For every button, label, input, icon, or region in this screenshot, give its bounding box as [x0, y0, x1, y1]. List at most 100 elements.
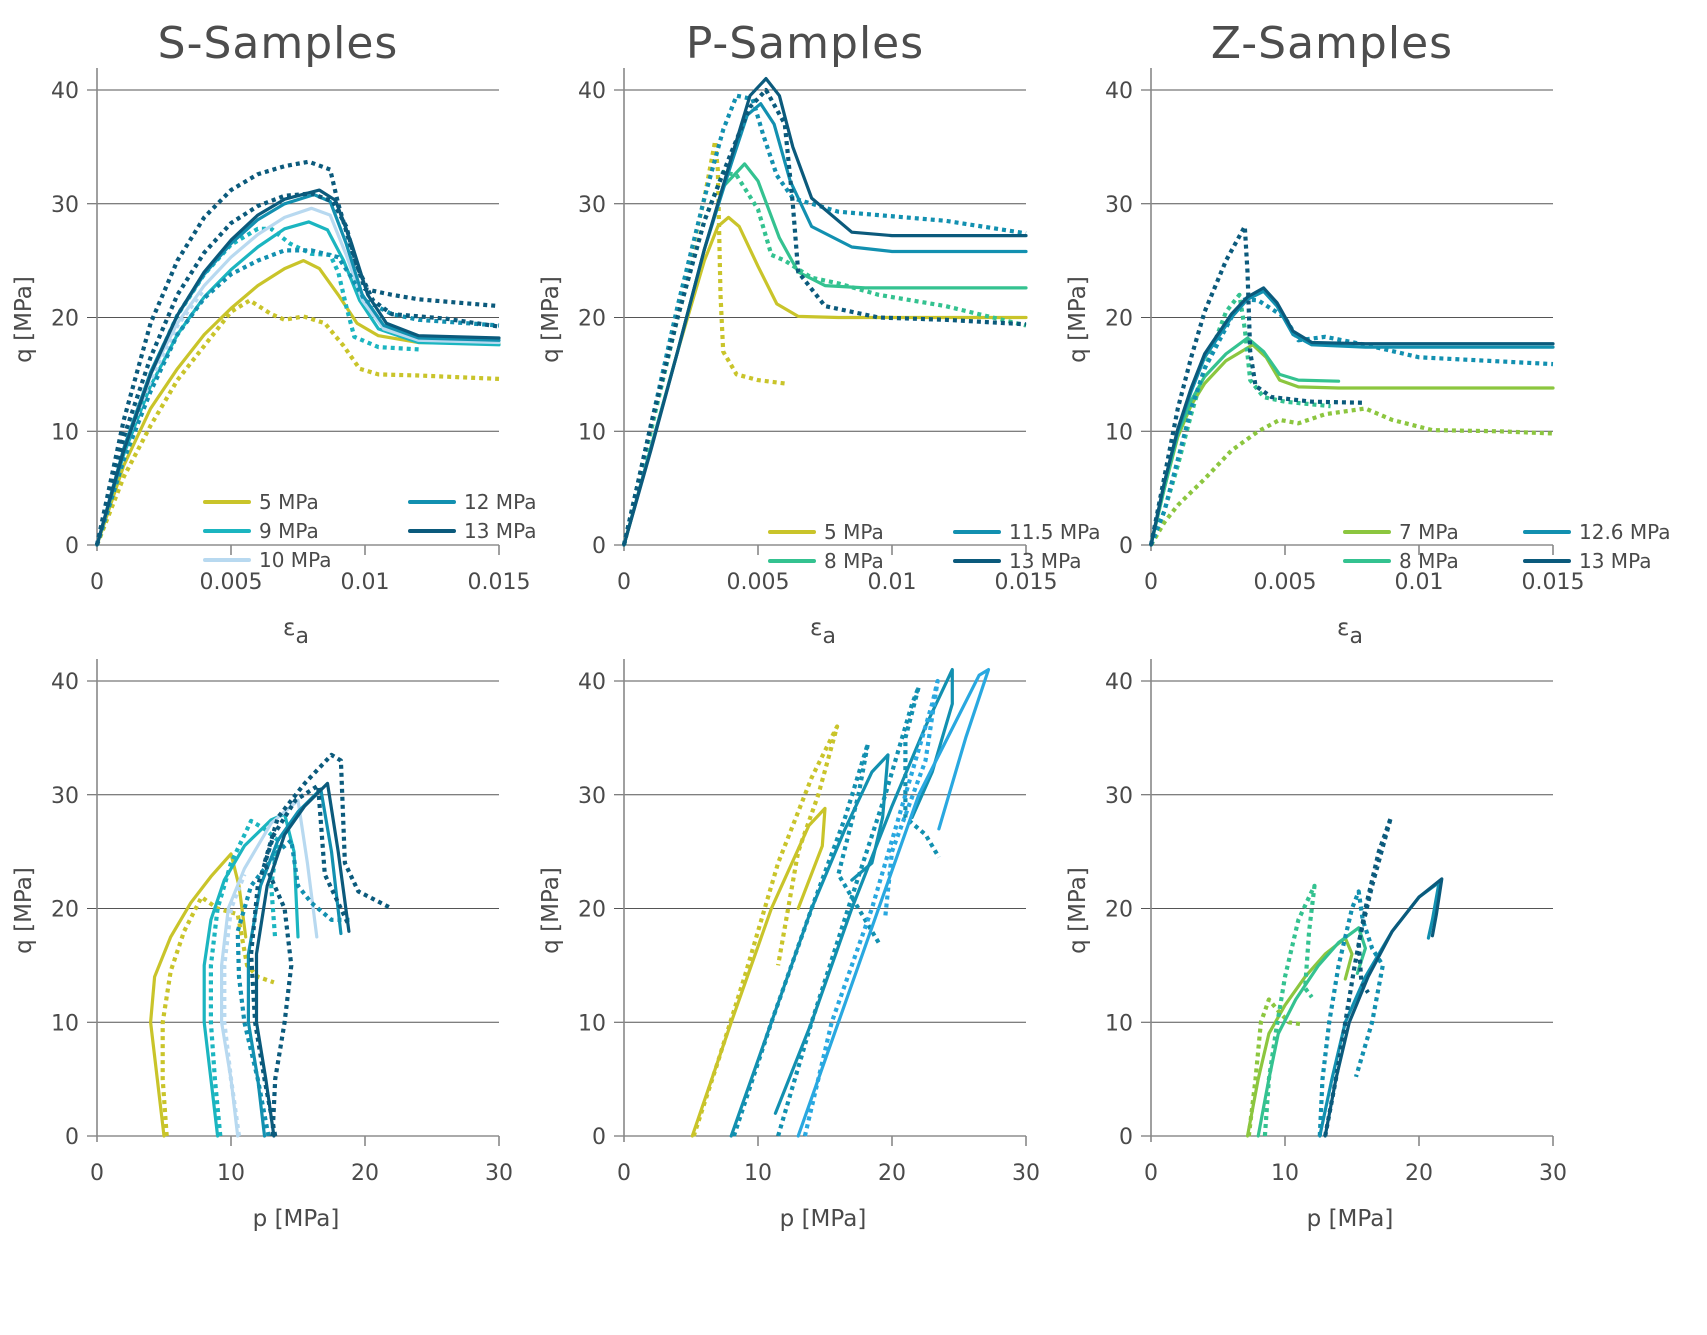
x-tick-label: 10 [744, 1161, 772, 1186]
x-tick-label: 20 [351, 1161, 379, 1186]
x-axis-label: εa [810, 615, 836, 649]
series-line-13-mpa-dotted [249, 783, 351, 1137]
series-line-12-mpa-dotted [235, 838, 352, 1137]
x-tick-label: 0 [1144, 1161, 1158, 1186]
legend-label: 13 MPa [1579, 549, 1651, 573]
x-axis-label: p [MPa] [1307, 1206, 1394, 1232]
legend-label: 13 MPa [464, 519, 536, 543]
x-tick-label: 0.01 [868, 570, 917, 595]
series-line-13-mpa-dotted [94, 191, 500, 546]
y-tick-label: 40 [578, 670, 606, 695]
series-line-8-mpa-solid [1149, 336, 1341, 547]
series-line-8-mpa-dotted [1149, 292, 1331, 546]
series-line-13-mpa-dotted [1323, 815, 1393, 1137]
x-axis-label: εa [283, 615, 309, 649]
y-tick-label: 30 [1105, 193, 1133, 218]
x-tick-label: 0.005 [200, 570, 263, 595]
y-tick-label: 0 [65, 1125, 79, 1150]
series-line-5-mpa-solid [149, 852, 248, 1138]
y-axis-label: q [MPa] [1065, 867, 1091, 954]
y-tick-label: 10 [578, 1011, 606, 1036]
legend-label: 12 MPa [464, 490, 536, 514]
series-line-9-mpa-dotted [208, 818, 280, 1137]
legend-label: 10 MPa [259, 548, 331, 572]
series-line-13-mpa-dotted [262, 752, 393, 1137]
series-line-13-mpa-solid [796, 668, 991, 1138]
series-line-8-mpa-dotted [1262, 883, 1317, 1137]
series-line-5-mpa-solid [95, 259, 501, 547]
y-tick-label: 20 [1105, 898, 1133, 923]
x-tick-label: 20 [1405, 1161, 1433, 1186]
series-line-12.6-mpa-solid [1149, 289, 1555, 547]
y-tick-label: 0 [592, 534, 606, 559]
y-axis-label: q [MPa] [11, 867, 37, 954]
y-axis-label: q [MPa] [538, 276, 564, 363]
series-line-13-mpa-solid [1149, 286, 1555, 547]
series-line-12.6-mpa-dotted [1149, 297, 1554, 546]
legend-label: 9 MPa [259, 519, 319, 543]
series-line-5-mpa-solid [690, 806, 827, 1138]
series-line-7-mpa-solid [1245, 936, 1354, 1138]
panel-title: S-Samples [158, 18, 399, 69]
y-tick-label: 40 [578, 79, 606, 104]
y-tick-label: 30 [578, 193, 606, 218]
x-tick-label: 0.015 [995, 570, 1058, 595]
panel-z-strain: Z-Samples 0 10 20 30 40 0 0.005 0.01 0.015 εa q [MP… [1065, 18, 1671, 649]
legend-label: 8 MPa [1399, 549, 1459, 573]
series-line-5-mpa-dotted [621, 139, 786, 546]
legend-label: 13 MPa [1009, 549, 1081, 573]
x-axis-label: p [MPa] [253, 1206, 340, 1232]
series-line-7-mpa-dotted [1246, 997, 1303, 1137]
y-tick-label: 40 [51, 79, 79, 104]
x-tick-label: 0.015 [1522, 570, 1585, 595]
y-tick-label: 0 [65, 534, 79, 559]
series-line-13-mpa-dotted [621, 87, 1027, 546]
series-line-11.5-mpa-dotted [776, 684, 941, 1137]
x-tick-label: 30 [485, 1161, 513, 1186]
legend-label: 5 MPa [824, 520, 884, 544]
y-tick-label: 40 [1105, 79, 1133, 104]
y-tick-label: 10 [51, 1011, 79, 1036]
series-line-12-mpa-solid [246, 787, 343, 1138]
x-tick-label: 0.005 [1254, 570, 1317, 595]
series-line-13-mpa-dotted [802, 678, 940, 1137]
x-tick-label: 0 [90, 1161, 104, 1186]
series-line-13-mpa-dotted [94, 159, 500, 546]
x-axis-label: εa [1337, 615, 1363, 649]
series-line-5-mpa-dotted [95, 298, 500, 546]
legend-label: 7 MPa [1399, 520, 1459, 544]
y-tick-label: 30 [578, 784, 606, 809]
legend-label: 5 MPa [259, 490, 319, 514]
x-tick-label: 20 [878, 1161, 906, 1186]
panel-s-strain: S-Samples 0 10 20 30 40 0 0.005 0.01 0.015 εa q [MP… [11, 18, 536, 649]
series-line-13-mpa-solid [95, 188, 501, 547]
series-line-10-mpa-dotted [222, 873, 247, 1137]
legend-label: 8 MPa [824, 549, 884, 573]
y-tick-label: 20 [578, 898, 606, 923]
series-line-12.6-mpa-dotted [1317, 889, 1385, 1137]
y-tick-label: 10 [1105, 420, 1133, 445]
y-tick-label: 0 [592, 1125, 606, 1150]
y-tick-label: 10 [578, 420, 606, 445]
series-line-10-mpa-solid [220, 798, 319, 1138]
panel-title: Z-Samples [1211, 18, 1453, 69]
y-tick-label: 20 [51, 307, 79, 332]
y-tick-label: 20 [51, 898, 79, 923]
y-tick-label: 20 [1105, 307, 1133, 332]
y-tick-label: 30 [51, 784, 79, 809]
x-tick-label: 30 [1539, 1161, 1567, 1186]
y-tick-label: 10 [1105, 1011, 1133, 1036]
x-tick-label: 0 [1144, 570, 1158, 595]
legend-label: 12.6 MPa [1579, 520, 1671, 544]
series-line-12.6-mpa-solid [1318, 880, 1441, 1138]
series-line-8-mpa-dotted [621, 169, 1027, 546]
panel-z-pq: 0 10 20 30 40 0 10 20 30 p [MPa] q [MPa] [1065, 659, 1567, 1232]
series-line-13-mpa-solid [254, 781, 351, 1138]
x-tick-label: 0 [90, 570, 104, 595]
y-tick-label: 0 [1119, 534, 1133, 559]
y-tick-label: 10 [51, 420, 79, 445]
x-tick-label: 0 [617, 1161, 631, 1186]
series-line-8-mpa-solid [622, 162, 1028, 547]
series-line-13-mpa-solid [622, 77, 1028, 547]
